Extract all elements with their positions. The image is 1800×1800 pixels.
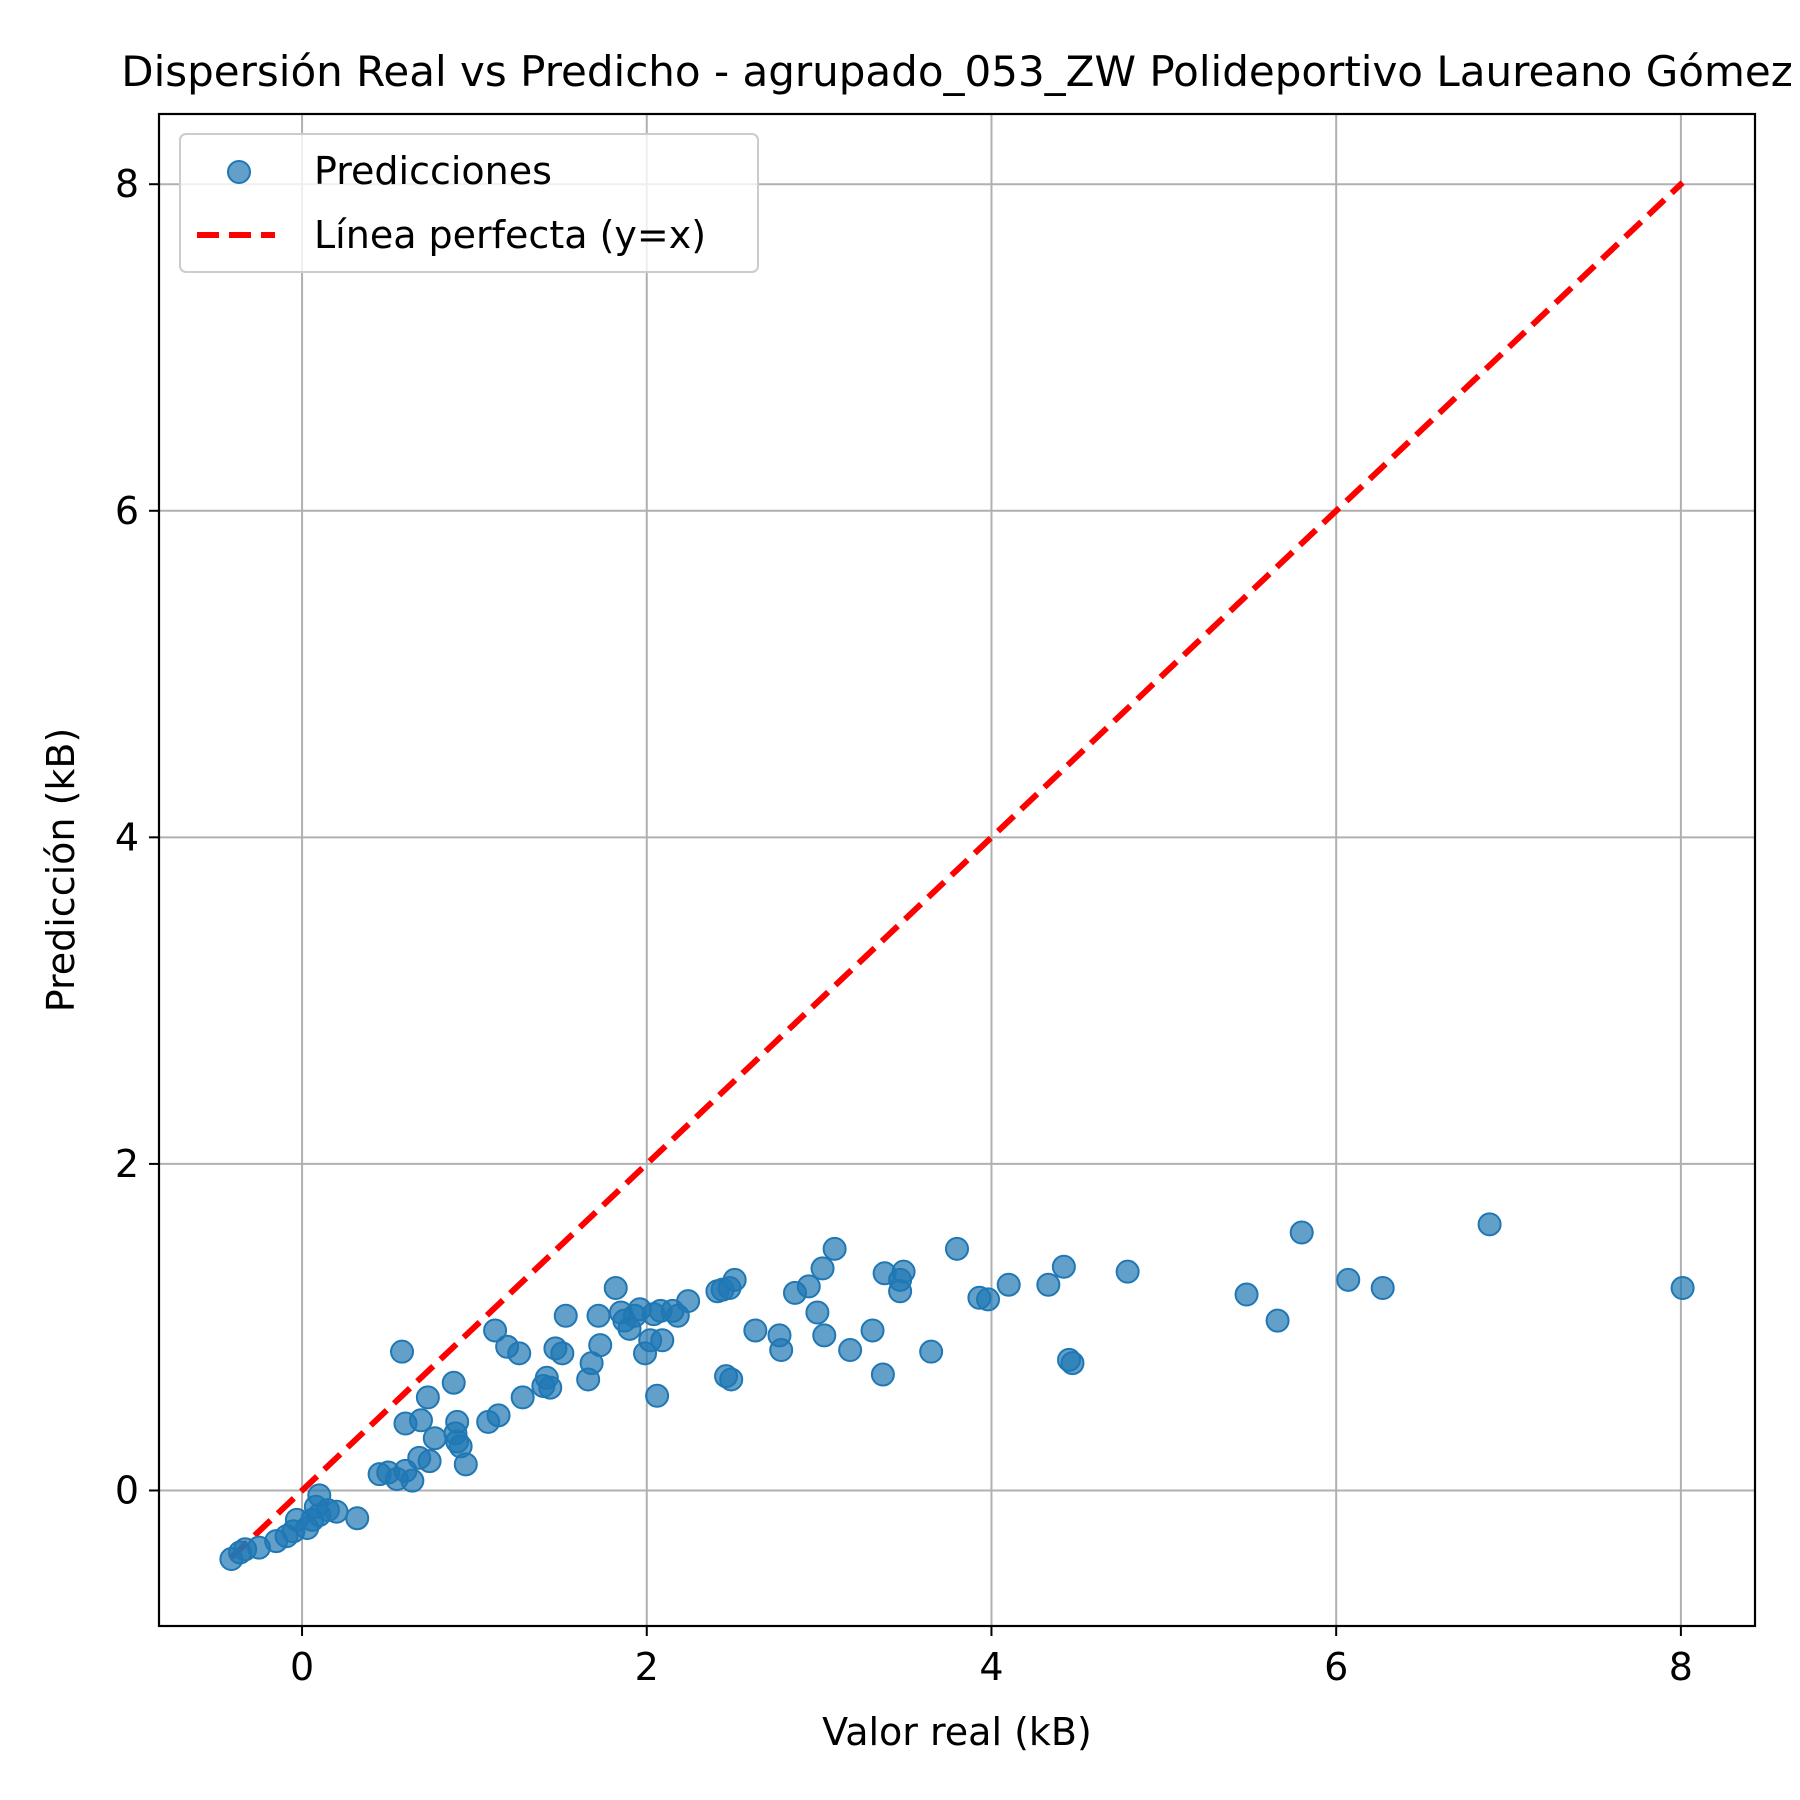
y-tick-label: 8 bbox=[115, 162, 139, 206]
data-point bbox=[1234, 1282, 1259, 1307]
data-point bbox=[805, 1300, 830, 1325]
data-point bbox=[919, 1339, 944, 1364]
data-point bbox=[422, 1426, 447, 1451]
data-point bbox=[645, 1383, 670, 1408]
data-point bbox=[1477, 1212, 1502, 1237]
data-point bbox=[324, 1499, 349, 1524]
y-tick-label: 4 bbox=[115, 815, 139, 859]
data-point bbox=[1336, 1267, 1361, 1292]
data-point bbox=[822, 1236, 847, 1261]
data-point bbox=[945, 1236, 969, 1261]
data-point bbox=[510, 1385, 535, 1410]
data-point bbox=[769, 1338, 794, 1363]
legend-label-perfect: Línea perfecta (y=x) bbox=[314, 213, 706, 257]
plot-frame bbox=[157, 112, 1757, 1628]
perfect-line-series bbox=[229, 180, 1685, 1560]
grid-lines bbox=[159, 114, 1755, 1626]
data-point bbox=[393, 1411, 418, 1436]
data-point bbox=[453, 1452, 478, 1477]
data-point bbox=[415, 1385, 440, 1410]
data-point bbox=[1060, 1351, 1085, 1376]
data-point bbox=[996, 1272, 1021, 1297]
data-point bbox=[838, 1338, 863, 1363]
data-point bbox=[1115, 1259, 1140, 1284]
data-point bbox=[860, 1318, 885, 1343]
data-point bbox=[796, 1274, 821, 1299]
data-point bbox=[891, 1259, 916, 1284]
x-tick-label: 2 bbox=[635, 1645, 659, 1689]
data-point bbox=[538, 1375, 563, 1400]
data-point bbox=[507, 1341, 532, 1366]
legend: Predicciones Línea perfecta (y=x) bbox=[179, 133, 759, 273]
data-point bbox=[1051, 1254, 1076, 1279]
data-point bbox=[812, 1323, 837, 1348]
data-point bbox=[870, 1362, 895, 1387]
y-tick-label: 2 bbox=[115, 1142, 139, 1186]
data-point bbox=[676, 1289, 701, 1314]
data-point bbox=[888, 1279, 913, 1304]
data-point bbox=[603, 1276, 628, 1301]
data-point bbox=[441, 1370, 466, 1395]
data-point bbox=[743, 1318, 768, 1343]
data-point bbox=[483, 1318, 508, 1343]
x-tick-label: 6 bbox=[1324, 1645, 1348, 1689]
data-point bbox=[553, 1303, 578, 1328]
perfect-line bbox=[229, 180, 1685, 1560]
predictions-series bbox=[219, 1212, 1695, 1572]
legend-box bbox=[179, 133, 759, 273]
data-point bbox=[1670, 1276, 1695, 1301]
data-point bbox=[390, 1339, 415, 1364]
data-point bbox=[1036, 1272, 1061, 1297]
legend-label-predictions: Predicciones bbox=[314, 149, 552, 193]
y-tick-label: 0 bbox=[115, 1468, 139, 1512]
x-tick-label: 8 bbox=[1669, 1645, 1693, 1689]
data-point bbox=[650, 1328, 675, 1353]
data-point bbox=[486, 1403, 511, 1428]
data-point bbox=[1265, 1308, 1290, 1333]
data-point bbox=[722, 1267, 747, 1292]
data-point bbox=[719, 1367, 744, 1392]
y-axis-label: Predicción (kB) bbox=[39, 728, 83, 1013]
data-point bbox=[810, 1256, 835, 1281]
chart-title: Dispersión Real vs Predicho - agrupado_0… bbox=[121, 47, 1793, 96]
legend-marker-predictions bbox=[227, 160, 251, 184]
data-point bbox=[417, 1449, 442, 1474]
data-point bbox=[586, 1303, 611, 1328]
data-point bbox=[1289, 1220, 1314, 1245]
data-point bbox=[400, 1468, 425, 1493]
x-tick-label: 0 bbox=[290, 1645, 314, 1689]
data-point bbox=[345, 1506, 370, 1531]
y-tick-label: 6 bbox=[115, 489, 139, 533]
axis-ticks: 0 2 4 6 8 0 2 4 6 8 bbox=[115, 162, 1693, 1689]
x-axis-label: Valor real (kB) bbox=[822, 1710, 1092, 1754]
x-tick-label: 4 bbox=[979, 1645, 1003, 1689]
data-point bbox=[588, 1333, 613, 1358]
data-point bbox=[976, 1287, 1001, 1312]
data-point bbox=[1370, 1276, 1395, 1301]
data-point bbox=[550, 1341, 575, 1366]
